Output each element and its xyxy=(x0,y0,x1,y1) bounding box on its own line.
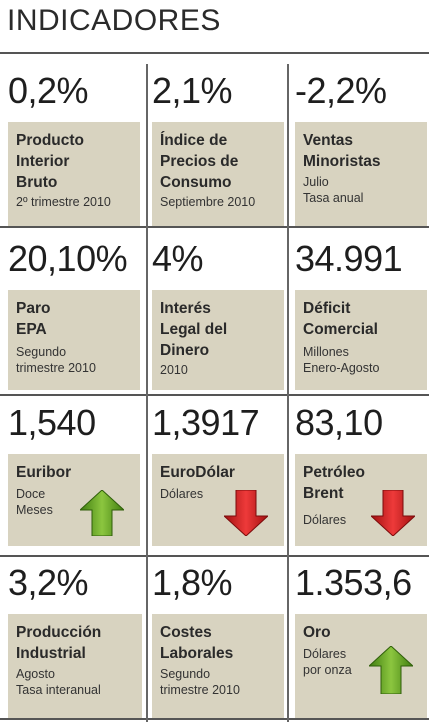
red-down-arrow-icon xyxy=(371,490,415,536)
indicator-label-box: Producción Industrial Agosto Tasa intera… xyxy=(8,614,142,718)
indicator-label: EuroDólar xyxy=(160,464,235,481)
indicator-label: Producto Interior Bruto xyxy=(16,132,85,191)
indicator-label-box: Producto Interior Bruto 2º trimestre 201… xyxy=(8,122,140,226)
indicator-label: Costes Laborales xyxy=(160,624,234,662)
indicator-label-box: Euribor Doce Meses xyxy=(8,454,140,546)
indicator-label-box: Paro EPA Segundo trimestre 2010 xyxy=(8,290,140,390)
indicator-subtitle: Doce Meses xyxy=(16,487,53,517)
green-up-arrow-icon xyxy=(80,490,124,536)
red-down-arrow-icon xyxy=(224,490,268,536)
indicator-value: 34.991 xyxy=(295,238,403,279)
indicator-label: Índice de Precios de Consumo xyxy=(160,132,239,191)
indicator-label: Interés Legal del Dinero xyxy=(160,300,228,359)
indicator-label: Déficit Comercial xyxy=(303,300,378,338)
indicator-value: 4% xyxy=(152,238,204,279)
indicator-label-box: Déficit Comercial Millones Enero-Agosto xyxy=(295,290,427,390)
indicator-value: 20,10% xyxy=(8,238,128,279)
indicator-subtitle: 2º trimestre 2010 xyxy=(16,195,111,209)
indicator-value: 1,8% xyxy=(152,562,233,603)
indicator-label: Ventas Minoristas xyxy=(303,132,381,170)
indicator-subtitle: Dólares xyxy=(160,487,204,501)
indicator-value: 1,3917 xyxy=(152,402,260,443)
indicator-value: 83,10 xyxy=(295,402,383,443)
indicator-value: -2,2% xyxy=(295,70,387,111)
indicator-subtitle: Segundo trimestre 2010 xyxy=(16,345,96,375)
divider xyxy=(0,718,429,720)
indicator-label: Paro EPA xyxy=(16,300,51,338)
indicator-subtitle: Dólares por onza xyxy=(303,647,352,677)
indicator-subtitle: Agosto Tasa interanual xyxy=(16,667,101,697)
indicator-label: Oro xyxy=(303,624,331,641)
indicator-subtitle: Segundo trimestre 2010 xyxy=(160,667,240,697)
column-divider xyxy=(146,64,148,722)
indicator-value: 1,540 xyxy=(8,402,96,443)
indicator-label-box: Ventas Minoristas Julio Tasa anual xyxy=(295,122,427,226)
divider xyxy=(0,394,429,396)
divider xyxy=(0,52,429,54)
indicator-label: Euribor xyxy=(16,464,72,481)
indicator-subtitle: Septiembre 2010 xyxy=(160,195,256,209)
green-up-arrow-icon xyxy=(369,646,413,694)
divider xyxy=(0,555,429,557)
indicator-value: 3,2% xyxy=(8,562,89,603)
indicator-subtitle: Dólares xyxy=(303,513,347,527)
indicator-value: 1.353,6 xyxy=(295,562,412,603)
divider xyxy=(0,226,429,228)
indicator-label-box: Interés Legal del Dinero 2010 xyxy=(152,290,284,390)
indicator-label-box: EuroDólar Dólares xyxy=(152,454,284,546)
indicator-value: 0,2% xyxy=(8,70,89,111)
indicator-label-box: Índice de Precios de Consumo Septiembre … xyxy=(152,122,284,226)
indicator-label: Petróleo Brent xyxy=(303,464,366,502)
indicator-value: 2,1% xyxy=(152,70,233,111)
indicator-subtitle: Julio Tasa anual xyxy=(303,175,364,205)
indicator-subtitle: 2010 xyxy=(160,363,188,377)
indicator-subtitle: Millones Enero-Agosto xyxy=(303,345,380,375)
column-divider xyxy=(287,64,289,722)
page-title: INDICADORES xyxy=(7,4,221,37)
indicator-label-box: Costes Laborales Segundo trimestre 2010 xyxy=(152,614,284,718)
indicator-label-box: Petróleo Brent Dólares xyxy=(295,454,427,546)
indicator-label: Producción Industrial xyxy=(16,624,102,662)
